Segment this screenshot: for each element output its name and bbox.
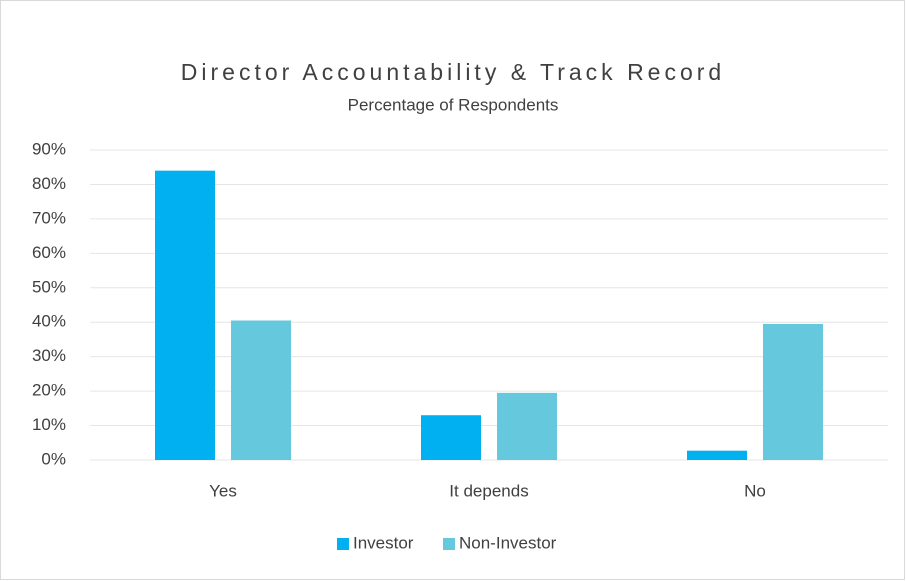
bar [687, 450, 747, 460]
bar [497, 392, 557, 460]
y-tick-label: 10% [32, 415, 66, 434]
x-tick-label: It depends [449, 481, 528, 500]
y-tick-label: 40% [32, 312, 66, 331]
legend-swatch [337, 538, 349, 550]
legend-swatch [443, 538, 455, 550]
y-tick-label: 80% [32, 174, 66, 193]
y-tick-label: 20% [32, 381, 66, 400]
x-tick-label: No [744, 481, 766, 500]
bar [763, 323, 823, 460]
legend-label: Investor [353, 533, 414, 552]
legend-label: Non-Investor [459, 533, 557, 552]
y-tick-label: 0% [41, 449, 66, 468]
bar [421, 415, 481, 460]
bar [155, 170, 215, 460]
chart-subtitle: Percentage of Respondents [348, 95, 559, 114]
x-tick-label: Yes [209, 481, 237, 500]
y-tick-label: 90% [32, 139, 66, 158]
chart-title: Director Accountability & Track Record [181, 59, 725, 85]
bar [231, 320, 291, 460]
y-tick-label: 50% [32, 277, 66, 296]
y-tick-label: 70% [32, 208, 66, 227]
y-tick-label: 30% [32, 346, 66, 365]
y-tick-label: 60% [32, 243, 66, 262]
